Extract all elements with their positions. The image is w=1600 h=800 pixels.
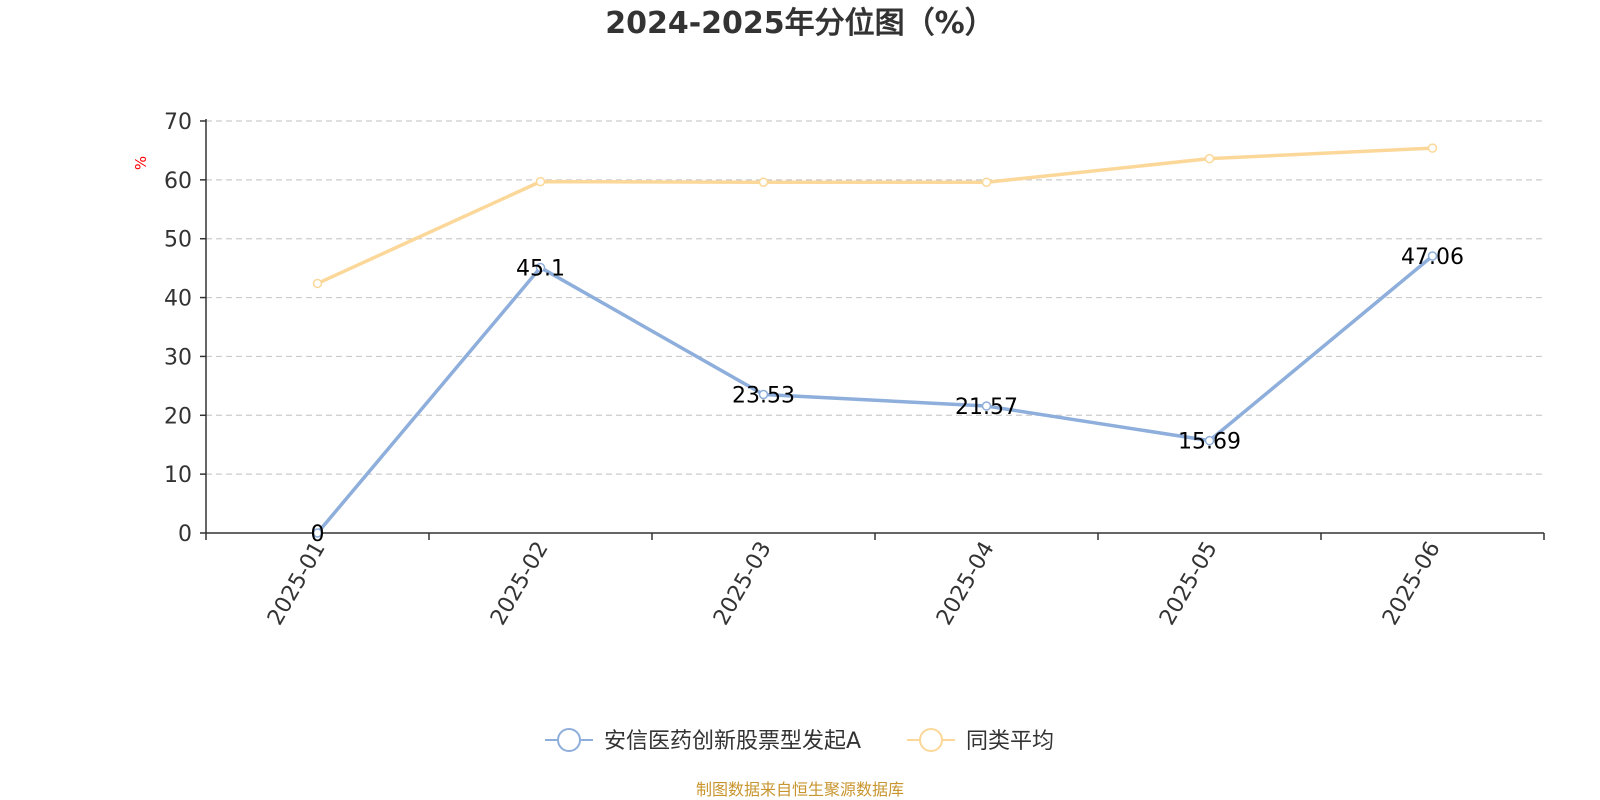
y-tick-label: 20	[164, 404, 192, 429]
series-line-0	[316, 254, 1434, 535]
y-tick-label: 10	[164, 463, 192, 488]
data-point-1	[535, 176, 546, 187]
x-tick-label: 2025-01	[263, 538, 331, 630]
data-label: 15.69	[1178, 430, 1241, 455]
legend-label: 安信医药创新股票型发起A	[604, 729, 861, 754]
data-point-0	[312, 528, 323, 538]
legend-marker-icon	[557, 728, 581, 752]
data-label: 47.06	[1401, 245, 1464, 270]
legend-item-average[interactable]: 同类平均	[907, 728, 1054, 754]
data-point-1	[1204, 153, 1215, 164]
x-tick-label: 2025-04	[932, 538, 1000, 630]
y-tick-label: 40	[164, 287, 192, 312]
data-point-1	[981, 177, 992, 187]
data-point-0	[535, 262, 546, 273]
data-source-note: 制图数据来自恒生聚源数据库	[696, 780, 904, 799]
data-label: 21.57	[955, 395, 1018, 420]
y-tick-label: 50	[164, 228, 192, 253]
legend-marker-icon	[919, 728, 943, 752]
y-tick-label: 30	[164, 345, 192, 370]
data-point-0	[981, 401, 992, 411]
data-point-1	[758, 177, 769, 187]
data-labels: 0 45.1 23.53 21.57 15.69 47.06	[311, 245, 1464, 547]
axes: 0 10 20 30 40 50 60 70 2025-01 2025-02 2025-03 2025…	[164, 110, 1545, 630]
data-point-1	[1427, 143, 1438, 153]
data-point-0	[1427, 251, 1438, 261]
x-tick-label: 2025-03	[709, 538, 777, 630]
series-line-1	[316, 146, 1433, 286]
y-tick-label: 70	[164, 110, 192, 135]
series-layer	[312, 143, 1438, 538]
y-tick-label: 60	[164, 169, 192, 194]
legend-item-fund[interactable]: 安信医药创新股票型发起A	[545, 728, 861, 754]
x-tick-label: 2025-02	[486, 538, 554, 630]
x-tick-label: 2025-05	[1155, 538, 1223, 630]
x-tick-label: 2025-06	[1378, 538, 1446, 630]
data-point-0	[1204, 435, 1215, 446]
y-tick-label: 0	[178, 522, 192, 547]
y-axis-label: %	[132, 156, 150, 170]
chart-title: 2024-2025年分位图（%）	[605, 6, 995, 41]
data-label: 23.53	[732, 384, 795, 409]
grid-lines	[206, 120, 1544, 475]
legend: 安信医药创新股票型发起A 同类平均	[545, 728, 1054, 754]
data-point-0	[758, 389, 769, 400]
data-label: 0	[311, 522, 325, 547]
legend-label: 同类平均	[966, 729, 1054, 754]
data-label: 45.1	[516, 257, 565, 282]
data-point-1	[312, 278, 323, 289]
